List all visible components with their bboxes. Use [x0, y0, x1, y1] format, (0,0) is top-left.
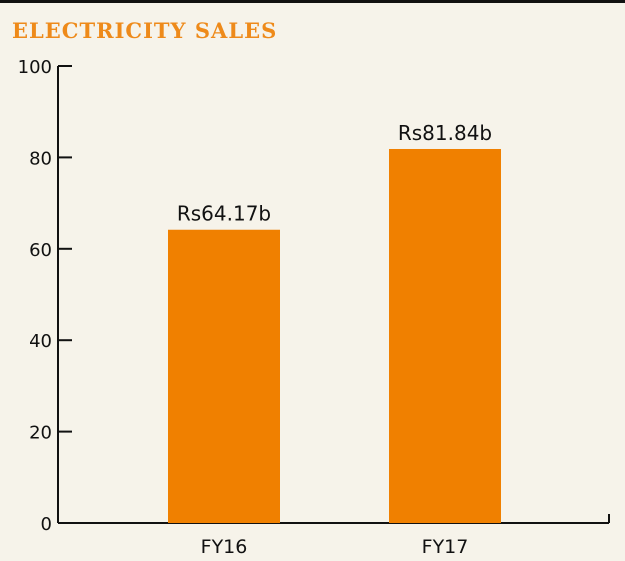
y-tick-label: 40: [29, 331, 52, 352]
data-labels: Rs64.17b FY16 Rs81.84b FY17: [177, 121, 492, 558]
y-tick-label: 100: [18, 57, 52, 78]
bar: [389, 148, 501, 523]
x-category-label: FY16: [201, 536, 248, 558]
y-tick-label: 80: [29, 148, 52, 169]
x-axis: [58, 514, 610, 524]
top-rule: [0, 0, 625, 3]
x-category-label: FY17: [422, 536, 469, 558]
chart-title: ELECTRICITY SALES: [12, 18, 278, 43]
bars: [168, 148, 501, 523]
y-axis: 0 20 40 60 80 100: [18, 57, 72, 535]
y-tick-label: 20: [29, 423, 52, 444]
bar-value-label: Rs81.84b: [398, 121, 492, 145]
y-tick-label: 60: [29, 240, 52, 261]
y-tick-label: 0: [41, 514, 52, 535]
bar-value-label: Rs64.17b: [177, 202, 271, 226]
bar: [168, 229, 280, 523]
